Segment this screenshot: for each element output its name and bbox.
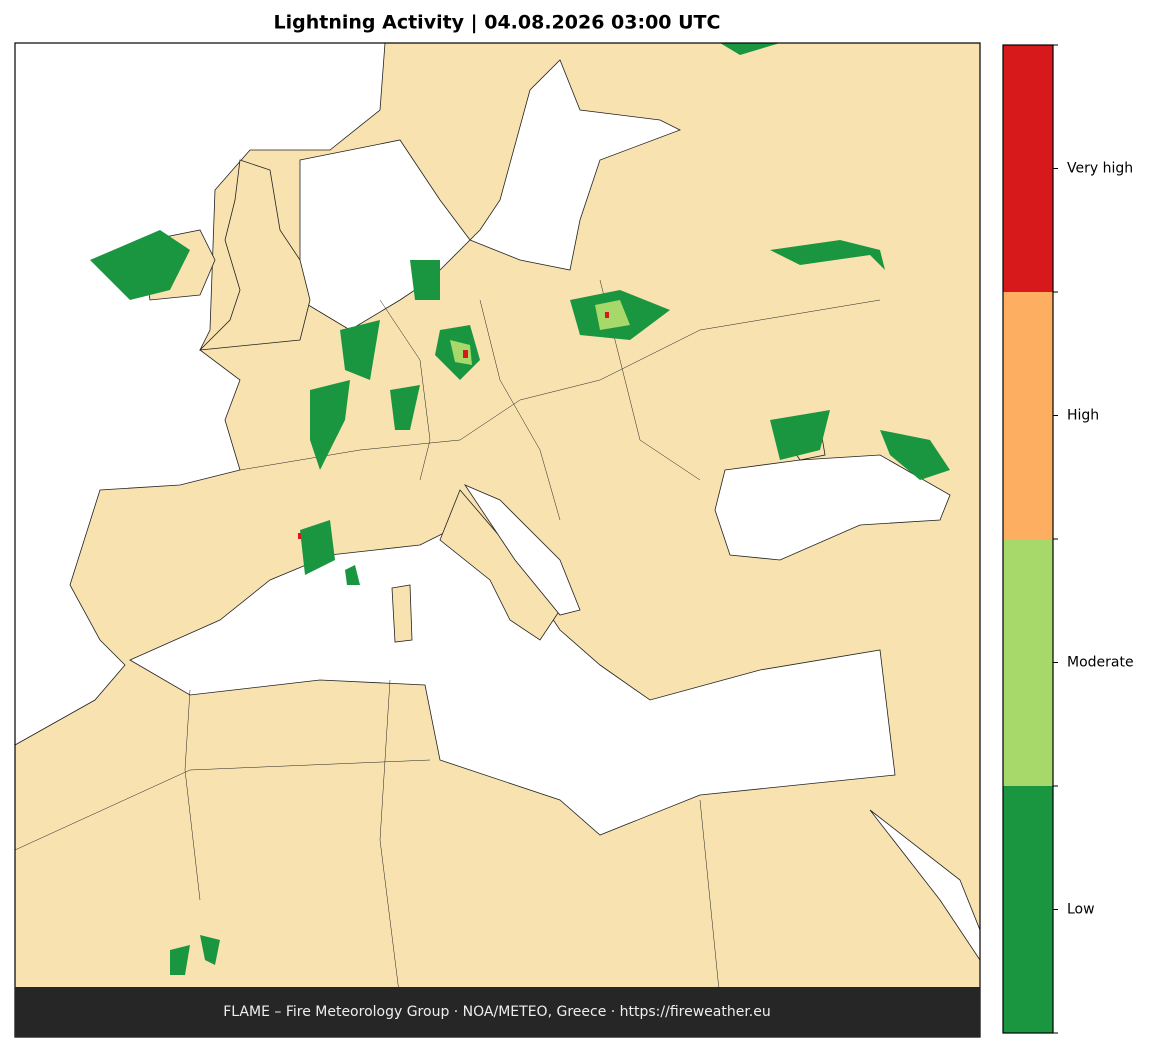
footer-text: FLAME – Fire Meteorology Group · NOA/MET…: [223, 1004, 771, 1020]
colorbar-label: Very high: [1067, 161, 1133, 177]
baltic-sea: [469, 59, 681, 271]
adriatic: [463, 484, 581, 616]
red-sea: [869, 809, 980, 961]
map: [14, 42, 981, 1038]
colorbar-label: High: [1067, 408, 1099, 424]
sardinia: [391, 584, 413, 643]
atlantic: [15, 43, 386, 746]
mediterranean: [129, 519, 896, 836]
colorbar-segment: [1003, 45, 1053, 292]
colorbar-label: Moderate: [1067, 655, 1134, 671]
map-title: Lightning Activity | 04.08.2026 03:00 UT…: [274, 12, 721, 34]
borders: [15, 279, 881, 1001]
lightning-cells: [90, 43, 950, 975]
colorbar-label: Low: [1067, 902, 1095, 918]
colorbar-segment: [1003, 539, 1053, 786]
black-sea: [714, 454, 951, 561]
footer-bar: [15, 987, 980, 1037]
great-britain: [198, 159, 311, 351]
colorbar-segment: [1003, 786, 1053, 1033]
colorbar-frame: [1002, 44, 1054, 1034]
colorbar-segment: [1003, 292, 1053, 539]
colorbar: Very high High Moderate Low: [1002, 44, 1134, 1034]
